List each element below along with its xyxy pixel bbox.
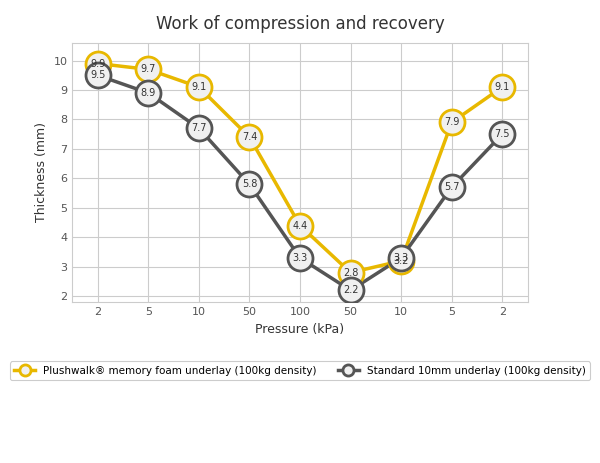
Y-axis label: Thickness (mm): Thickness (mm) [35, 123, 48, 223]
Text: 8.9: 8.9 [140, 88, 156, 98]
Text: 7.4: 7.4 [242, 132, 257, 142]
Text: 2.8: 2.8 [343, 268, 358, 278]
Text: 7.5: 7.5 [494, 129, 510, 139]
Text: 4.4: 4.4 [292, 220, 308, 231]
Text: 3.3: 3.3 [292, 253, 308, 263]
Legend: Plushwalk® memory foam underlay (100kg density), Standard 10mm underlay (100kg d: Plushwalk® memory foam underlay (100kg d… [10, 362, 590, 380]
Text: 3.2: 3.2 [394, 256, 409, 266]
Text: 2.2: 2.2 [343, 285, 358, 295]
Text: 7.7: 7.7 [191, 123, 206, 133]
Text: 9.1: 9.1 [191, 82, 206, 92]
Text: 7.9: 7.9 [444, 118, 460, 127]
Text: 5.8: 5.8 [242, 179, 257, 189]
Text: 9.5: 9.5 [90, 70, 106, 80]
Text: 9.7: 9.7 [140, 64, 156, 75]
Title: Work of compression and recovery: Work of compression and recovery [155, 15, 445, 33]
Text: 3.3: 3.3 [394, 253, 409, 263]
Text: 9.1: 9.1 [494, 82, 510, 92]
X-axis label: Pressure (kPa): Pressure (kPa) [256, 323, 344, 336]
Text: 5.7: 5.7 [444, 182, 460, 192]
Text: 9.9: 9.9 [90, 58, 106, 69]
